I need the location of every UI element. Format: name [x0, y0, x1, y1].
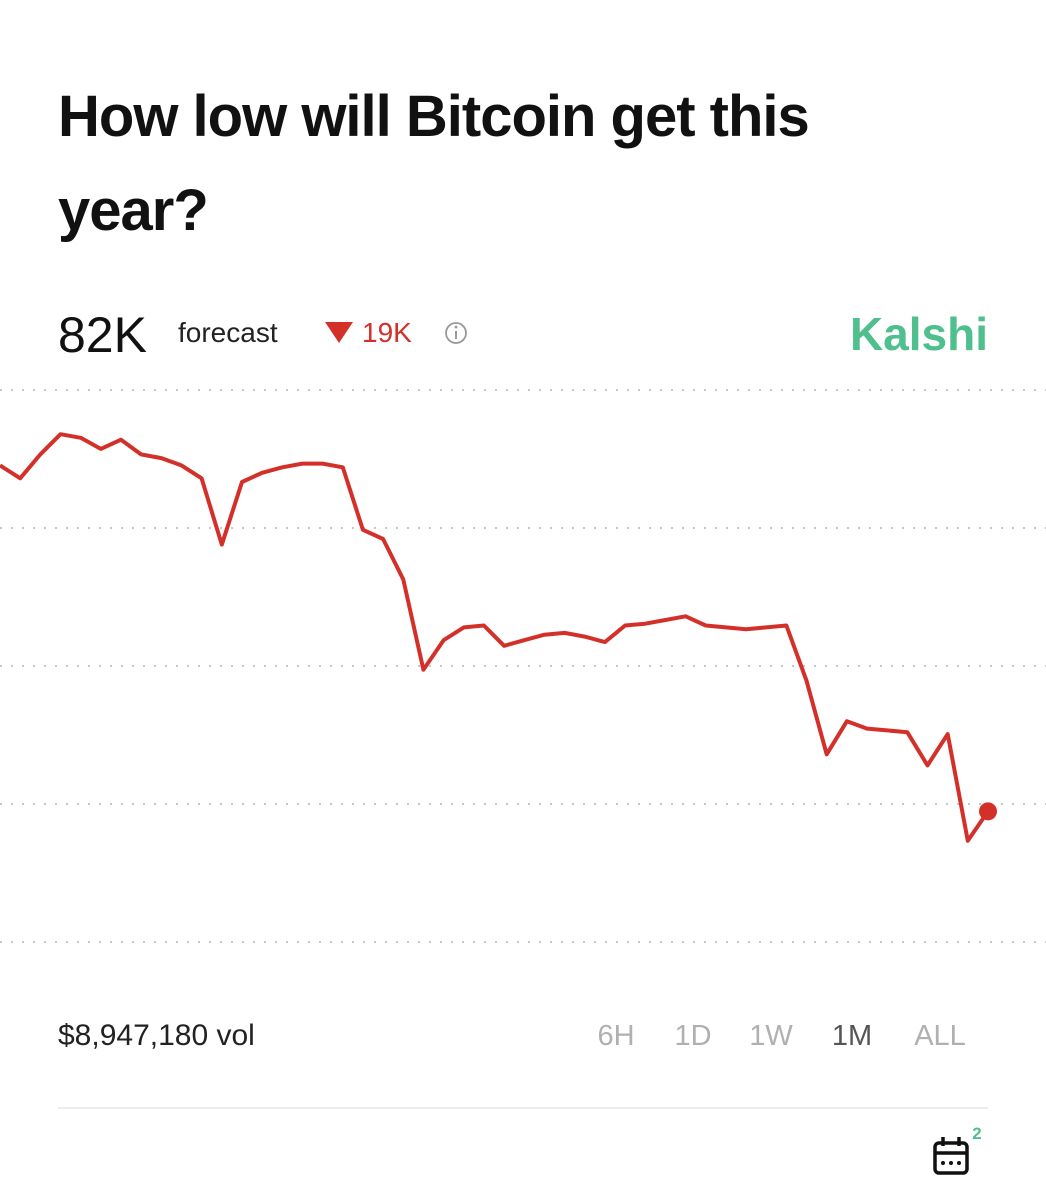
- price-line: [0, 432, 990, 843]
- forecast-change: 19K: [362, 317, 412, 348]
- range-button[interactable]: 1W: [749, 1020, 793, 1052]
- range-button[interactable]: 1M: [832, 1020, 872, 1052]
- down-arrow: [325, 322, 353, 343]
- calendar-badge: 2: [972, 1124, 981, 1143]
- volume: $8,947,180 vol: [58, 1019, 255, 1052]
- chart: [0, 389, 1046, 943]
- forecast-label: forecast: [178, 317, 278, 348]
- current-point: [979, 802, 997, 821]
- forecast-value: 82K: [58, 307, 147, 363]
- range-button[interactable]: 6H: [597, 1020, 634, 1052]
- info-icon[interactable]: [445, 322, 467, 344]
- calendar-icon[interactable]: [933, 1137, 969, 1175]
- brand: Kalshi: [850, 308, 988, 360]
- question-line-1: How low will Bitcoin get this year?: [58, 84, 809, 243]
- range-button[interactable]: 1D: [674, 1020, 711, 1052]
- range-selector: 6H 1D 1W 1M ALL: [597, 1020, 965, 1052]
- range-button[interactable]: ALL: [914, 1020, 966, 1052]
